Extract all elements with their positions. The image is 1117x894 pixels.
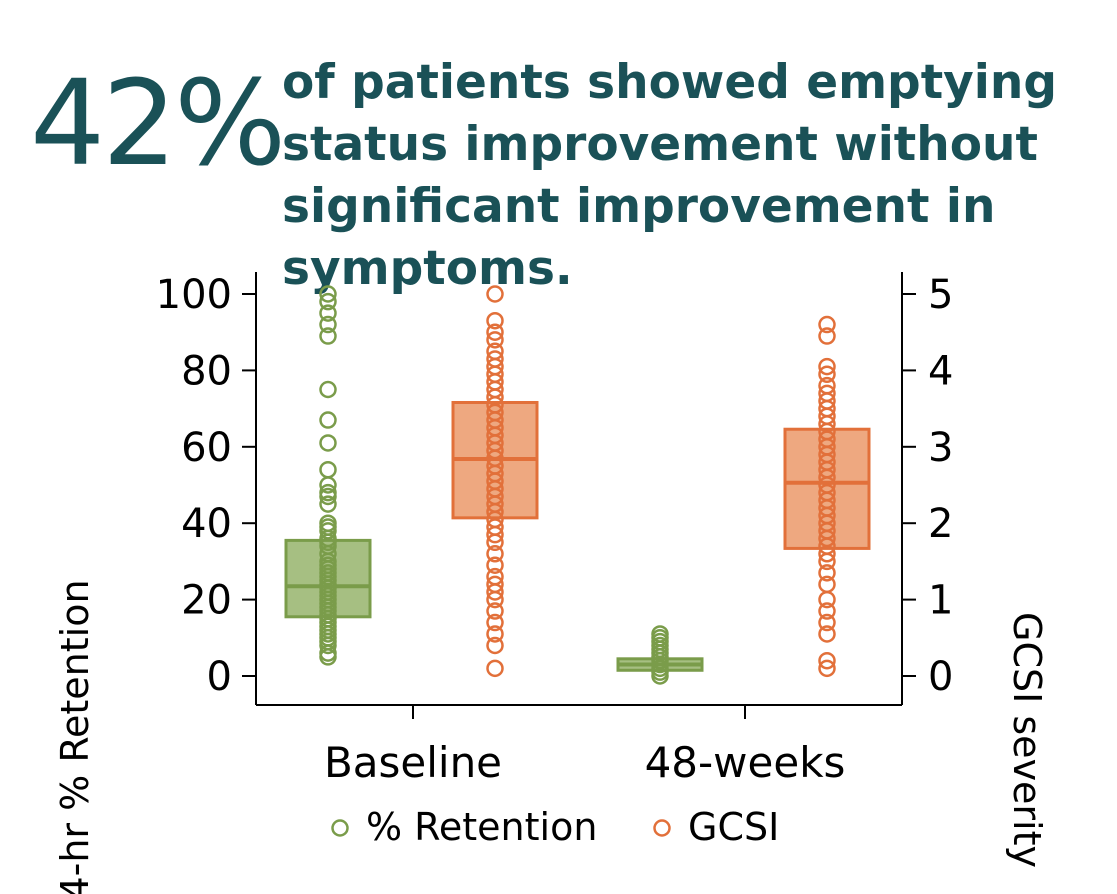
y-tick-label: 40 (181, 501, 232, 547)
gcsi-point (486, 556, 504, 574)
axes: 0 20 40 60 80 100 0 1 2 3 4 5 Baseline 48-weeks (156, 272, 953, 787)
gcsi-point (818, 575, 836, 594)
gcsi-point (486, 285, 504, 303)
gcsi-point (486, 323, 504, 341)
y2-tick-label: 0 (928, 654, 953, 700)
retention-box-baseline (284, 285, 372, 666)
retention-point (319, 648, 337, 666)
retention-point (319, 434, 337, 452)
gcsi-point (486, 583, 504, 601)
y-tick-label: 20 (181, 578, 232, 624)
gcsi-point (818, 625, 836, 643)
retention-point (319, 380, 337, 399)
gcsi-point (818, 659, 836, 678)
legend-label-retention: % Retention (366, 805, 597, 849)
gcsi-point (818, 327, 836, 345)
retention-point (319, 285, 337, 303)
legend-marker-retention (331, 819, 349, 837)
y-tick-label: 60 (181, 425, 232, 471)
y-tick-label: 80 (181, 348, 232, 394)
y-tick-label: 100 (156, 272, 232, 318)
retention-box (284, 538, 372, 619)
gcsi-point (818, 613, 836, 632)
gcsi-point (818, 365, 836, 383)
headline-text: of patients showed emptying status impro… (282, 55, 1058, 296)
gcsi-point (818, 552, 836, 571)
gcsi-point (486, 625, 504, 643)
gcsi-point (486, 533, 504, 552)
legend-marker-gcsi (653, 819, 671, 837)
gcsi-box-baseline (451, 285, 539, 678)
retention-point (319, 495, 337, 513)
gcsi-point (486, 613, 504, 632)
gcsi-point (486, 602, 504, 620)
x-tick-label-baseline: Baseline (324, 738, 502, 787)
y-tick-label: 0 (207, 654, 232, 700)
retention-gcsi-chart: 0 20 40 60 80 100 0 1 2 3 4 5 Baseline 48-weeks 4-hr … (53, 272, 1049, 894)
gcsi-point (486, 331, 504, 349)
y2-tick-label: 5 (928, 272, 953, 318)
gcsi-box (783, 427, 871, 550)
y2-tick-label: 2 (928, 501, 953, 547)
gcsi-point (486, 590, 504, 609)
retention-point (651, 667, 669, 685)
retention-point (319, 460, 337, 479)
retention-point (319, 636, 337, 655)
headline: 42% of patients showed emptying status i… (28, 40, 1108, 296)
y2-tick-label: 4 (928, 348, 953, 394)
retention-point (319, 304, 337, 322)
retention-point (319, 487, 337, 506)
y2-tick-label: 3 (928, 425, 953, 471)
legend-label-gcsi: GCSI (688, 805, 779, 849)
retention-point (319, 315, 337, 334)
gcsi-box-48-weeks (783, 315, 871, 678)
gcsi-point (818, 357, 836, 376)
y-axis-label: 4-hr % Retention (53, 579, 97, 894)
y2-axis-label: GCSI severity (1005, 612, 1049, 868)
gcsi-point (486, 636, 504, 655)
gcsi-point (818, 315, 836, 334)
gcsi-point (486, 525, 504, 544)
gcsi-point (818, 602, 836, 620)
gcsi-point (818, 590, 836, 609)
retention-point (319, 476, 337, 494)
gcsi-point (486, 311, 504, 330)
chart-marks (284, 285, 871, 685)
retention-box-48-weeks (616, 625, 704, 685)
gcsi-point (486, 545, 504, 563)
gcsi-point (818, 545, 836, 563)
headline-stat: 42% (30, 54, 286, 192)
gcsi-point (486, 659, 504, 678)
x-tick-label-48-weeks: 48-weeks (645, 738, 846, 787)
y2-tick-label: 1 (928, 578, 953, 624)
gcsi-point (818, 651, 836, 670)
legend: % Retention GCSI (331, 805, 779, 849)
retention-point (319, 411, 337, 429)
gcsi-point (818, 564, 836, 582)
retention-point (319, 292, 337, 311)
retention-point (319, 327, 337, 345)
